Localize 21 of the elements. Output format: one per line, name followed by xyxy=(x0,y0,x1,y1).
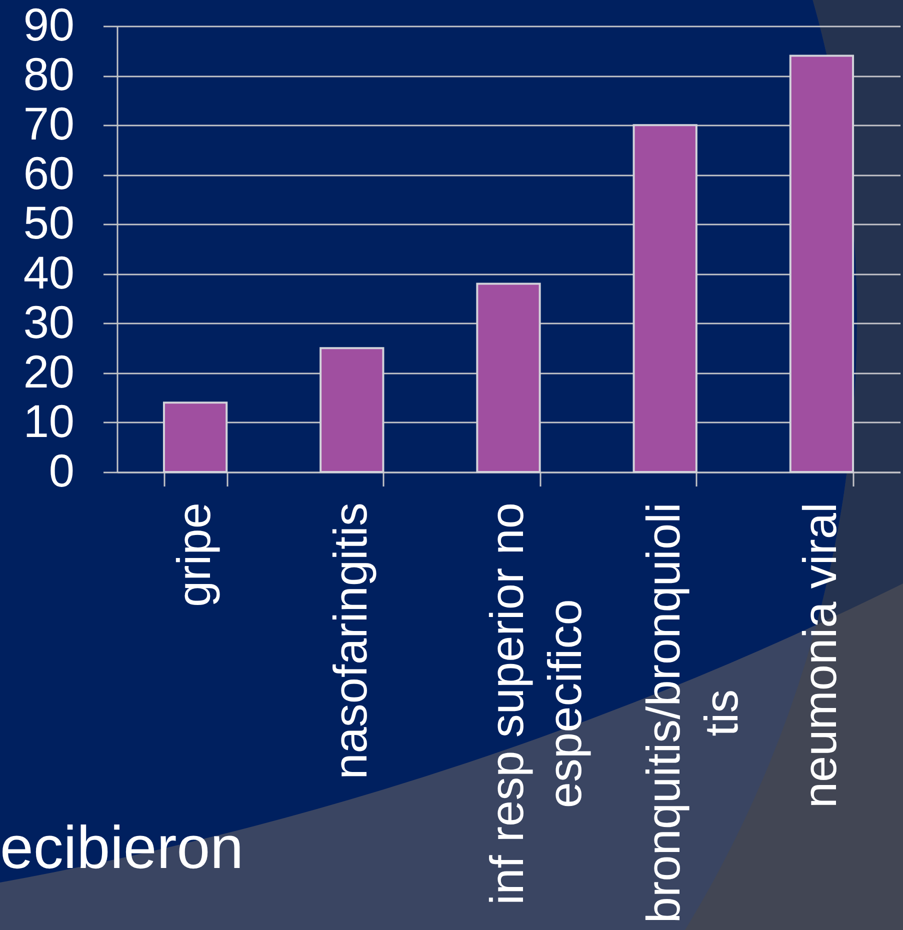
x-tick-label: bronquitis/bronquiolitis xyxy=(636,502,748,924)
y-tick-label: 40 xyxy=(23,246,74,298)
x-tick-label: inf resp superior no especifico xyxy=(480,502,591,905)
y-tick-label: 80 xyxy=(23,48,74,100)
y-tick-label: 50 xyxy=(23,196,74,249)
x-tick-label: neumonia viral xyxy=(793,502,846,808)
bar xyxy=(632,124,698,473)
y-tick-label: 90 xyxy=(23,0,74,50)
bar xyxy=(162,402,228,473)
bar xyxy=(320,347,384,473)
x-tick-label: gripe xyxy=(166,502,220,608)
y-tick-label: 10 xyxy=(23,394,74,447)
bar xyxy=(789,54,854,473)
text: ecibieron xyxy=(0,814,244,881)
y-tick-label: 20 xyxy=(23,345,74,398)
y-tick-label: 70 xyxy=(23,98,74,150)
bar xyxy=(476,282,541,473)
x-tick-label: nasofaringitis xyxy=(323,502,376,780)
y-tick-label: 0 xyxy=(48,444,74,496)
y-tick-label: 60 xyxy=(23,147,74,200)
y-tick-label: 30 xyxy=(23,296,74,348)
